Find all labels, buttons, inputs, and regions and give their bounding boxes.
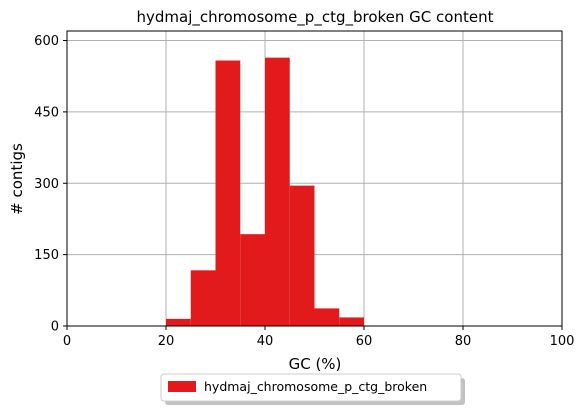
legend: hydmaj_chromosome_p_ctg_broken (160, 373, 465, 405)
chart-title: hydmaj_chromosome_p_ctg_broken GC conten… (137, 8, 494, 27)
y-tick-label: 450 (34, 105, 59, 120)
legend-label: hydmaj_chromosome_p_ctg_broken (204, 379, 427, 394)
y-tick-label: 0 (51, 320, 59, 335)
x-axis-title: GC (%) (289, 355, 342, 373)
histogram-bar (240, 234, 265, 326)
histogram-bar (314, 308, 340, 326)
x-tick-label: 0 (63, 334, 71, 349)
histogram-bar (339, 317, 364, 326)
y-tick-label: 300 (34, 177, 59, 192)
x-tick-label: 100 (550, 334, 575, 349)
histogram-bar (289, 185, 315, 326)
plot-frame (66, 30, 563, 327)
histogram-bar (215, 60, 241, 326)
y-tick-label: 600 (34, 34, 59, 49)
histogram-bar (190, 270, 216, 326)
y-axis-title: # contigs (8, 143, 26, 215)
histogram-bars (166, 57, 364, 326)
x-tick-label: 40 (257, 334, 274, 349)
x-tick-label: 60 (356, 334, 373, 349)
y-axis-ticks: 0 150 300 450 600 (34, 34, 67, 335)
histogram-bar (166, 318, 191, 326)
histogram-bar (265, 57, 290, 326)
x-tick-label: 80 (455, 334, 472, 349)
legend-swatch (168, 381, 196, 392)
y-tick-label: 150 (34, 248, 59, 263)
x-axis-ticks: 0 20 40 60 80 100 (63, 326, 575, 349)
x-tick-label: 20 (158, 334, 175, 349)
legend-box (160, 373, 462, 402)
